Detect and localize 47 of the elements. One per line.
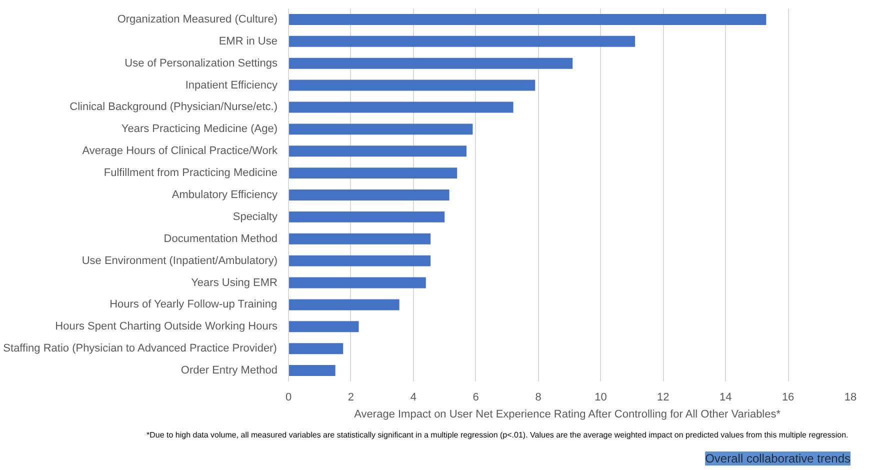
y-tick-label: Clinical Background (Physician/Nurse/etc.) — [70, 101, 278, 114]
bar — [288, 277, 426, 288]
bar — [288, 190, 450, 200]
bar — [288, 168, 458, 179]
x-tick-label: 14 — [719, 392, 732, 404]
bar — [288, 255, 431, 266]
y-tick-label: Inpatient Efficiency — [185, 79, 278, 92]
y-tick-label: Fulfillment from Practicing Medicine — [104, 167, 278, 180]
bar — [288, 102, 514, 113]
x-tick-label: 2 — [348, 392, 354, 404]
y-tick-label: Documentation Method — [164, 232, 278, 245]
x-tick-label: 12 — [657, 392, 670, 404]
y-tick-label: Ambulatory Efficiency — [172, 189, 278, 201]
x-tick-label: 4 — [410, 392, 416, 404]
bar — [288, 124, 473, 135]
y-tick-label: Hours of Yearly Follow-up Training — [110, 298, 278, 311]
y-tick-label: Use Environment (Inpatient/Ambulatory) — [82, 254, 278, 267]
y-tick-label: Years Practicing Medicine (Age) — [121, 123, 278, 136]
y-tick-label: Order Entry Method — [180, 364, 278, 377]
y-tick-label: EMR in Use — [218, 35, 278, 48]
bar — [288, 80, 536, 91]
y-tick-label: Average Hours of Clinical Practice/Work — [82, 145, 278, 158]
text: Overall collaborative trends — [705, 452, 851, 466]
y-tick-label: Hours Spent Charting Outside Working Hours — [55, 320, 278, 333]
x-tick-label: 0 — [285, 392, 292, 404]
y-tick-label: Years Using EMR — [191, 276, 278, 289]
y-tick-label: Use of Personalization Settings — [124, 57, 278, 70]
x-tick-label: 6 — [472, 392, 479, 404]
bar — [288, 233, 431, 244]
y-tick-label: Specialty — [232, 210, 278, 223]
x-tick-label: 10 — [594, 392, 607, 404]
x-axis-title: Average Impact on User Net Experience Rating After Controlling for All Other Variables* — [354, 408, 782, 420]
bar — [288, 299, 400, 310]
bar — [288, 58, 573, 69]
bar — [288, 321, 359, 332]
y-tick-label: Staffing Ratio (Physician to Advanced Practice Provider) — [3, 342, 277, 355]
x-tick-label: 8 — [535, 392, 542, 404]
bar — [288, 211, 445, 222]
bar — [288, 365, 336, 376]
x-tick-label: 18 — [844, 392, 857, 404]
bar — [288, 343, 344, 354]
bar — [288, 36, 636, 47]
bar — [288, 146, 466, 157]
text: *Due to high data volume, all measured variables are statistically significant in a multiple regression (p<.01). Values are the average weighted impact on predicted values from this multiple regression. — [146, 430, 848, 440]
y-tick-label: Organization Measured (Culture) — [117, 13, 278, 26]
x-tick-label: 16 — [782, 392, 794, 404]
bar — [288, 14, 766, 25]
